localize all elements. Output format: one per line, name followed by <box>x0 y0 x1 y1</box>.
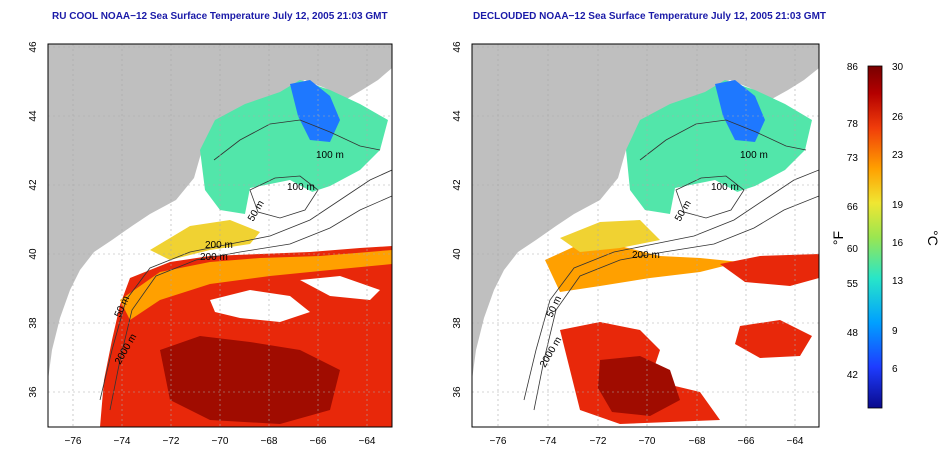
lon-tick: −66 <box>738 436 755 447</box>
sst-yellow-left <box>150 220 260 260</box>
lat-tick: 40 <box>452 248 463 260</box>
lat-tick: 46 <box>452 41 463 53</box>
fahrenheit-tick: 73 <box>847 153 859 164</box>
lon-tick: −68 <box>261 436 278 447</box>
celsius-tick: 13 <box>892 276 904 287</box>
fahrenheit-tick: 42 <box>847 370 859 381</box>
lon-tick: −64 <box>787 436 804 447</box>
lon-tick: −68 <box>689 436 706 447</box>
sst-hot-right <box>598 356 680 416</box>
lon-tick: −64 <box>359 436 376 447</box>
fahrenheit-tick: 48 <box>847 328 859 339</box>
lat-tick: 46 <box>28 41 39 53</box>
lon-tick: −74 <box>114 436 131 447</box>
lat-tick: 42 <box>452 179 463 191</box>
lon-tick: −66 <box>310 436 327 447</box>
map-left: 100 m 100 m 50 m 200 m 50 m 2000 m 200 m… <box>28 41 393 447</box>
fahrenheit-tick: 86 <box>847 62 859 73</box>
lon-tick: −72 <box>163 436 180 447</box>
contour-label: 100 m <box>711 182 739 193</box>
sst-cold-right <box>715 80 765 142</box>
sst-cold-left <box>290 80 340 142</box>
contour-label: 200 m <box>632 250 660 261</box>
lon-tick: −76 <box>490 436 507 447</box>
contour-label: 100 m <box>316 150 344 161</box>
fahrenheit-tick: 78 <box>847 119 859 130</box>
lat-tick: 44 <box>28 110 39 122</box>
lon-tick: −70 <box>639 436 656 447</box>
lat-tick: 44 <box>452 110 463 122</box>
lon-tick: −76 <box>65 436 82 447</box>
y-axis-left: 46 44 42 40 38 36 <box>28 41 39 398</box>
lon-tick: −72 <box>590 436 607 447</box>
lat-tick: 36 <box>452 386 463 398</box>
x-axis-left: −76 −74 −72 −70 −68 −66 −64 <box>65 436 376 447</box>
fahrenheit-tick: 66 <box>847 202 859 213</box>
lat-tick: 36 <box>28 386 39 398</box>
sst-red-strip-right <box>720 254 819 286</box>
sst-orange-right <box>545 244 740 292</box>
sst-hot-left <box>160 336 340 424</box>
land-right <box>472 44 819 380</box>
contour-label: 100 m <box>287 182 315 193</box>
fahrenheit-label: °F <box>830 231 846 245</box>
lat-tick: 42 <box>28 179 39 191</box>
fahrenheit-tick: 55 <box>847 279 859 290</box>
celsius-tick: 16 <box>892 238 904 249</box>
y-axis-right: 46 44 42 40 38 36 <box>452 41 463 398</box>
lon-tick: −74 <box>540 436 557 447</box>
celsius-tick: 26 <box>892 112 904 123</box>
fahrenheit-tick: 60 <box>847 244 859 255</box>
celsius-tick: 9 <box>892 326 898 337</box>
map-title-left: RU COOL NOAA−12 Sea Surface Temperature … <box>52 11 388 22</box>
sst-cool-right <box>626 80 812 214</box>
lat-tick: 38 <box>28 317 39 329</box>
map-title-right: DECLOUDED NOAA−12 Sea Surface Temperatur… <box>473 11 827 22</box>
contour-label: 100 m <box>740 150 768 161</box>
celsius-tick: 6 <box>892 364 898 375</box>
celsius-label: °C <box>925 230 941 246</box>
lat-tick: 40 <box>28 248 39 260</box>
sst-cool-left <box>200 80 388 214</box>
x-axis-right: −76 −74 −72 −70 −68 −66 −64 <box>490 436 804 447</box>
colorbar-gradient <box>867 65 883 409</box>
lon-tick: −70 <box>212 436 229 447</box>
contour-label: 200 m <box>205 240 233 251</box>
sst-orange-left <box>120 250 392 320</box>
map-right: 100 m 100 m 50 m 200 m 50 m 2000 m −76 −… <box>452 41 820 447</box>
sst-warm2-right <box>735 320 812 358</box>
lat-tick: 38 <box>452 317 463 329</box>
contour-label: 200 m <box>200 252 228 263</box>
land-left <box>48 44 392 380</box>
celsius-tick: 19 <box>892 200 904 211</box>
colorbar: 86 78 73 66 60 55 48 42 30 26 23 19 16 1… <box>830 62 941 409</box>
sst-yellow-right <box>560 220 660 252</box>
celsius-tick: 23 <box>892 150 904 161</box>
celsius-tick: 30 <box>892 62 904 73</box>
